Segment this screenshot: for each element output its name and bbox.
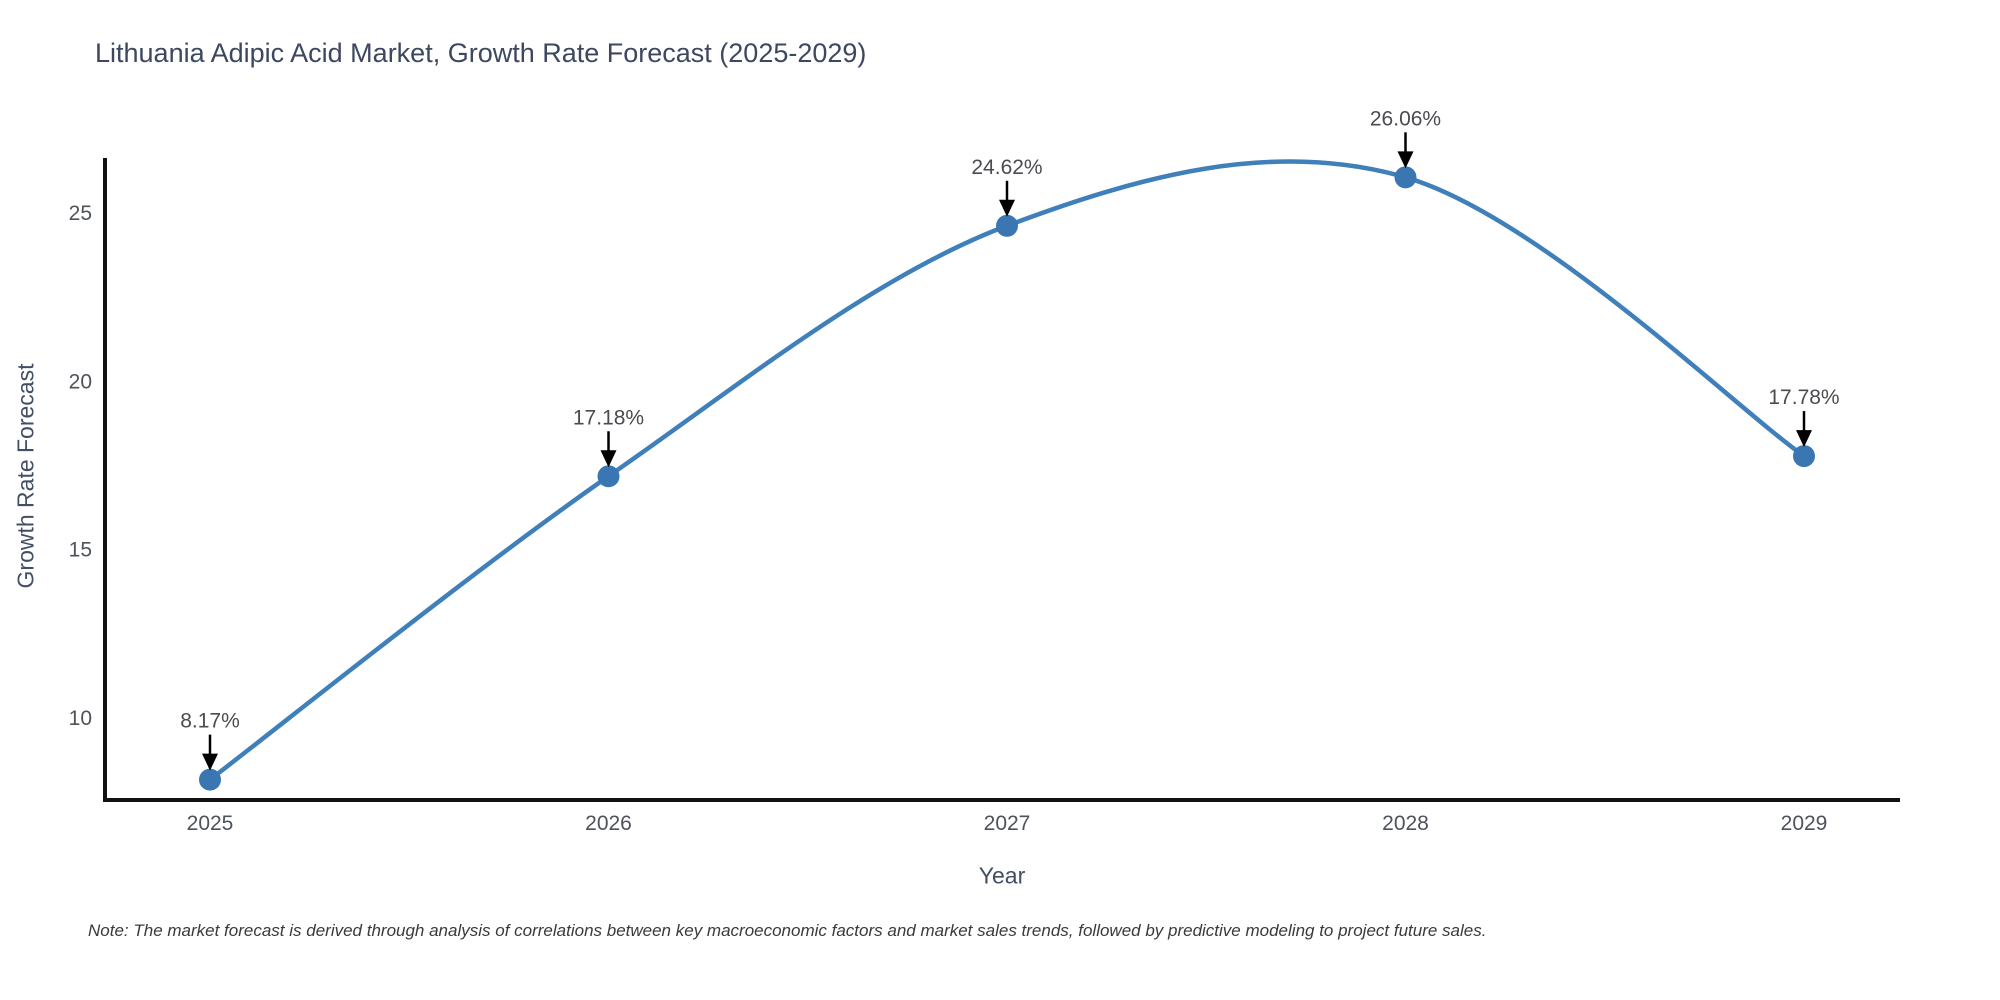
y-tick-label: 15 <box>69 539 92 562</box>
y-tick-label: 25 <box>69 202 92 225</box>
y-tick-label: 20 <box>69 370 92 393</box>
data-point-marker[interactable] <box>597 465 620 488</box>
x-axis-title: Year <box>978 862 1026 889</box>
data-point-marker[interactable] <box>1394 166 1417 189</box>
x-tick-label: 2025 <box>187 812 234 835</box>
x-tick-label: 2027 <box>984 812 1031 835</box>
data-point-marker[interactable] <box>1793 445 1815 468</box>
data-point-marker[interactable] <box>199 768 221 791</box>
chart-note: Note: The market forecast is derived thr… <box>88 921 1487 940</box>
annotation-arrowhead <box>999 199 1015 217</box>
plot-area[interactable] <box>105 158 1900 800</box>
annotation-label: 17.78% <box>1768 386 1839 409</box>
x-tick-label: 2026 <box>585 812 632 835</box>
x-tick-label: 2029 <box>1781 812 1828 835</box>
annotation-arrowhead <box>600 450 617 468</box>
annotation-label: 17.18% <box>573 406 644 429</box>
annotation-arrowhead <box>1397 151 1414 169</box>
annotation-label: 24.62% <box>971 156 1042 179</box>
annotation-label: 8.17% <box>180 710 240 733</box>
x-tick-label: 2028 <box>1382 812 1429 835</box>
chart-title: Lithuania Adipic Acid Market, Growth Rat… <box>95 38 867 68</box>
data-point-marker[interactable] <box>996 214 1018 237</box>
annotation-label: 26.06% <box>1370 107 1441 130</box>
annotation-arrowhead <box>202 753 218 771</box>
y-axis-title: Growth Rate Forecast <box>12 363 39 589</box>
y-tick-label: 10 <box>69 707 92 730</box>
annotation-arrowhead <box>1796 430 1812 448</box>
